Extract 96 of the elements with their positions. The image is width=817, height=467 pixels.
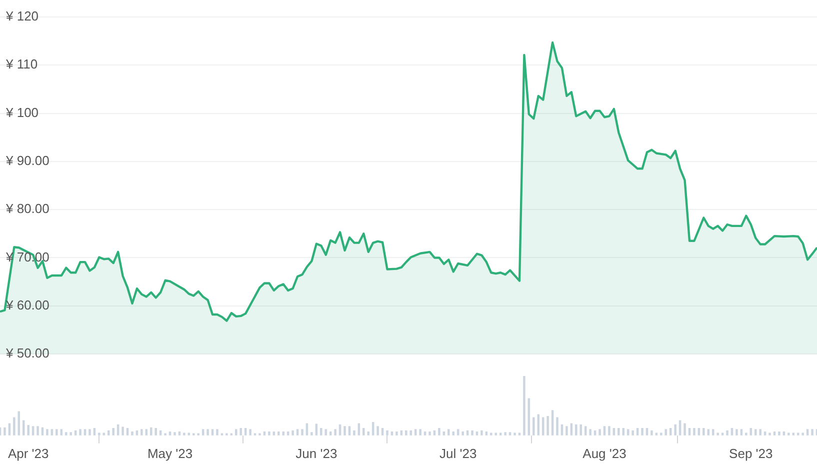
bar xyxy=(768,432,771,436)
bar xyxy=(301,429,304,436)
bar xyxy=(580,424,582,436)
bar xyxy=(462,432,464,436)
y-tick-label: ¥ 90.00 xyxy=(5,153,50,168)
bar xyxy=(566,426,568,436)
bar xyxy=(802,432,804,436)
bar xyxy=(362,428,365,436)
bar xyxy=(376,426,379,436)
y-tick-label: ¥ 110 xyxy=(5,56,38,72)
bar xyxy=(471,430,474,436)
bar xyxy=(778,432,780,436)
bar xyxy=(140,429,143,436)
bar xyxy=(206,429,209,436)
bar xyxy=(268,432,270,436)
bar xyxy=(693,428,696,436)
bar xyxy=(249,429,252,436)
bar xyxy=(504,432,506,436)
bar xyxy=(660,432,662,436)
bar xyxy=(131,432,134,436)
bar xyxy=(664,429,668,436)
bar xyxy=(310,432,313,436)
bar xyxy=(448,429,450,436)
bar xyxy=(46,429,48,436)
bar xyxy=(70,432,72,436)
bar xyxy=(282,432,284,436)
bar xyxy=(174,432,176,436)
bar xyxy=(598,429,601,436)
bar xyxy=(122,426,124,436)
bar xyxy=(523,376,526,436)
bar xyxy=(556,417,558,436)
bar xyxy=(674,424,676,436)
bar xyxy=(575,424,578,436)
bar xyxy=(608,426,610,436)
x-tick-label: Apr '23 xyxy=(8,446,49,461)
bar xyxy=(154,428,157,436)
x-tick-label: Jun '23 xyxy=(296,446,338,461)
bar xyxy=(514,432,516,436)
y-tick-label: ¥ 100 xyxy=(5,104,39,120)
bar xyxy=(334,429,336,436)
bar xyxy=(150,427,152,436)
bar xyxy=(428,432,431,436)
bar xyxy=(546,416,549,436)
bar xyxy=(726,430,728,436)
bar xyxy=(216,429,218,436)
bar xyxy=(344,426,346,436)
bar xyxy=(79,429,82,436)
bar xyxy=(278,432,280,436)
bar xyxy=(419,429,422,436)
bar xyxy=(324,429,327,436)
x-tick-label: Jul '23 xyxy=(440,446,477,461)
x-tick-label: Aug '23 xyxy=(582,446,626,461)
bar xyxy=(650,430,653,436)
bar xyxy=(811,429,814,436)
bar xyxy=(438,428,440,436)
bar xyxy=(736,429,738,436)
bar xyxy=(4,427,6,436)
y-tick-label: ¥ 60.00 xyxy=(5,297,50,312)
bar xyxy=(537,414,540,436)
bar xyxy=(490,432,492,436)
bar xyxy=(353,430,356,436)
bar xyxy=(759,429,762,436)
bar xyxy=(788,432,790,436)
bar xyxy=(452,432,454,436)
bar xyxy=(622,428,625,436)
bar xyxy=(234,429,238,436)
bar xyxy=(589,429,592,436)
bar xyxy=(494,432,497,436)
bar xyxy=(410,430,412,436)
bar xyxy=(88,429,91,436)
y-tick-label: ¥ 50.00 xyxy=(5,346,50,361)
bar xyxy=(36,426,39,436)
bar xyxy=(183,432,186,436)
bar xyxy=(632,430,634,436)
x-tick-label: Sep '23 xyxy=(729,446,773,461)
bar xyxy=(532,417,535,436)
bar xyxy=(320,428,322,436)
bar xyxy=(396,432,398,436)
bar xyxy=(684,423,686,436)
y-tick-label: ¥ 120 xyxy=(5,8,39,24)
bar xyxy=(716,432,719,436)
bar xyxy=(745,432,748,436)
bar xyxy=(480,430,483,436)
bar xyxy=(56,429,58,436)
bar xyxy=(240,428,242,436)
bar xyxy=(618,428,620,436)
y-tick-label: ¥ 80.00 xyxy=(5,201,50,216)
bar xyxy=(292,430,294,436)
bar xyxy=(27,424,30,436)
bar xyxy=(13,417,16,436)
bar xyxy=(405,430,408,436)
bar xyxy=(702,428,705,436)
x-tick-label: May '23 xyxy=(147,446,193,461)
bar xyxy=(367,432,370,436)
bar xyxy=(641,428,644,436)
bar xyxy=(112,428,114,436)
